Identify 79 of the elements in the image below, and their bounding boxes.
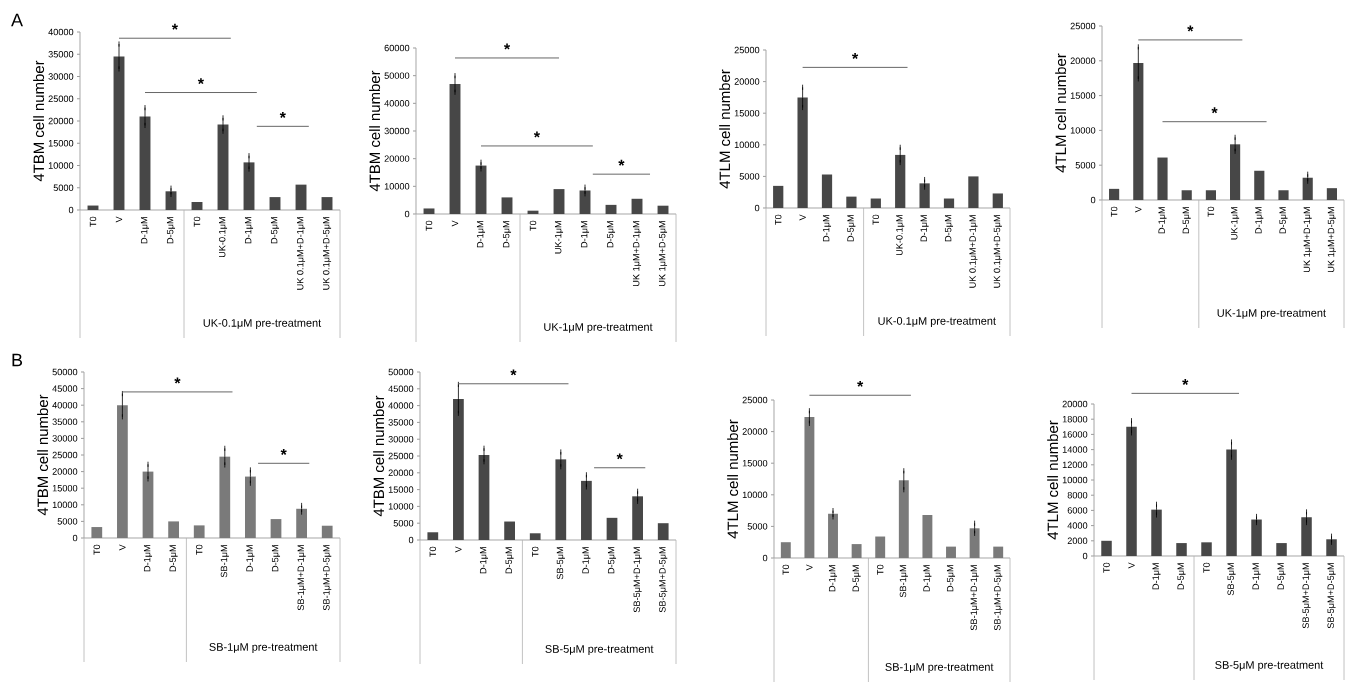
bar [321,197,333,210]
bar [919,183,930,208]
bar [773,185,784,208]
bar [968,176,979,208]
bar [969,528,980,558]
bar [168,521,179,538]
bar [1201,542,1212,556]
bar [501,197,513,214]
bar [219,456,231,538]
bar [423,208,435,214]
bar [191,201,203,210]
bar [1251,519,1262,556]
bar [1157,157,1168,200]
bar [270,519,282,538]
bar [898,480,909,558]
bar [529,533,541,540]
bar [1126,426,1137,556]
bar [295,184,307,210]
bar [846,196,857,208]
bar [797,97,808,208]
bar [1278,190,1289,200]
bar [870,198,881,208]
chart-title: B [12,353,23,367]
bar [504,521,515,540]
bar [606,517,618,540]
bar [296,508,307,538]
bar [1109,188,1120,200]
bar [1151,509,1162,556]
bar [605,204,617,214]
bar [449,83,461,214]
bar [946,546,956,558]
bar [113,56,125,210]
bar [1301,517,1312,556]
bar [1276,543,1287,556]
bar [1205,190,1216,200]
bar [1176,543,1187,556]
bar [992,193,1003,208]
bar [1326,539,1337,556]
bar [1181,190,1192,200]
bar [427,532,439,540]
bar [1326,188,1337,200]
bar [821,174,833,208]
bar [1230,144,1241,200]
bar [1101,540,1112,556]
bar [579,190,591,214]
bar [993,546,1004,558]
bar [321,525,333,538]
bar [657,523,669,540]
bar [142,471,154,538]
bar [922,515,933,558]
bar [851,544,862,558]
bar [193,525,205,538]
bar [1254,170,1265,200]
bar [631,198,643,214]
bar [581,480,592,540]
bar [245,476,256,538]
bar [165,191,177,210]
bar [555,459,567,540]
bar [1226,449,1237,556]
bar [91,527,103,538]
bar [828,513,838,558]
bar [117,405,128,538]
bar [139,116,151,210]
bar [875,536,886,558]
bar [632,496,643,540]
chart-title: A [11,13,23,27]
bar [269,197,281,210]
bar [1302,177,1313,200]
bar [1133,62,1144,200]
bar [804,417,815,558]
bar [453,398,464,540]
bar [553,189,565,214]
bar [478,454,490,540]
bar [943,198,955,208]
bar [217,124,229,210]
bar [780,542,791,558]
bar [895,154,906,208]
bar [243,162,255,210]
bar [475,165,487,214]
